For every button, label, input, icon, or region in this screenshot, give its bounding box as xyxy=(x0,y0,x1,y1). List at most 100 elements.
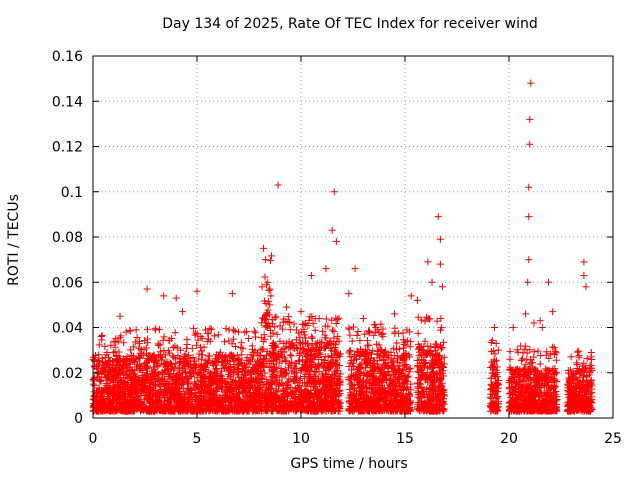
data-point xyxy=(173,372,181,380)
data-point xyxy=(531,370,539,378)
data-point xyxy=(269,329,277,337)
data-point xyxy=(414,387,422,395)
data-point xyxy=(90,392,98,400)
data-point xyxy=(395,330,403,338)
data-point xyxy=(303,351,311,359)
data-point xyxy=(323,398,331,406)
data-point xyxy=(318,399,326,407)
data-point xyxy=(291,359,299,367)
data-point xyxy=(403,407,411,415)
data-point xyxy=(348,357,356,365)
data-point xyxy=(210,361,218,369)
data-point xyxy=(152,374,160,382)
data-point xyxy=(385,400,393,408)
data-point xyxy=(394,359,402,367)
data-point xyxy=(400,373,408,381)
data-point xyxy=(97,377,105,385)
data-point xyxy=(229,326,237,334)
data-point xyxy=(210,369,218,377)
data-point xyxy=(530,353,538,361)
data-point xyxy=(541,398,549,406)
data-point xyxy=(547,350,555,358)
data-point xyxy=(547,392,555,400)
data-point xyxy=(264,322,272,330)
data-point xyxy=(143,335,151,343)
data-point xyxy=(194,336,202,344)
data-point xyxy=(439,398,447,406)
data-point xyxy=(230,406,238,414)
data-point xyxy=(333,316,341,324)
data-point xyxy=(270,395,278,403)
data-point xyxy=(372,380,380,388)
data-point xyxy=(381,353,389,361)
data-point xyxy=(308,363,316,371)
data-point xyxy=(137,362,145,370)
data-point xyxy=(535,388,543,396)
data-point xyxy=(424,378,432,386)
data-point xyxy=(286,318,294,326)
data-point xyxy=(488,369,496,377)
data-point xyxy=(291,363,299,371)
data-point xyxy=(190,324,198,332)
data-point xyxy=(113,352,121,360)
data-point xyxy=(95,351,103,359)
data-point xyxy=(170,386,178,394)
data-point xyxy=(245,384,253,392)
data-point xyxy=(346,385,354,393)
data-point xyxy=(421,407,429,415)
data-point xyxy=(140,346,148,354)
data-point xyxy=(285,313,293,321)
data-point xyxy=(551,405,559,413)
data-point xyxy=(250,405,258,413)
data-point xyxy=(307,394,315,402)
data-point xyxy=(399,353,407,361)
data-point xyxy=(308,341,316,349)
data-point xyxy=(112,386,120,394)
data-point xyxy=(279,397,287,405)
data-point xyxy=(311,326,319,334)
data-point xyxy=(306,357,314,365)
data-point xyxy=(146,352,154,360)
data-point xyxy=(513,346,521,354)
data-point xyxy=(243,354,251,362)
data-point xyxy=(199,395,207,403)
data-point xyxy=(156,383,164,391)
data-point xyxy=(169,344,177,352)
data-point xyxy=(352,394,360,402)
data-point xyxy=(335,391,343,399)
data-point xyxy=(518,383,526,391)
data-point xyxy=(263,323,271,331)
data-point xyxy=(295,339,303,347)
data-point xyxy=(318,388,326,396)
data-point xyxy=(297,391,305,399)
data-point xyxy=(249,352,257,360)
data-point xyxy=(140,377,148,385)
data-point xyxy=(126,327,134,335)
data-point xyxy=(370,331,378,339)
data-point xyxy=(374,360,382,368)
data-point xyxy=(362,394,370,402)
data-point xyxy=(302,319,310,327)
data-point xyxy=(262,398,270,406)
data-point xyxy=(95,341,103,349)
data-point xyxy=(377,364,385,372)
data-point xyxy=(215,402,223,410)
data-point xyxy=(131,388,139,396)
data-point xyxy=(361,330,369,338)
data-point xyxy=(270,360,278,368)
data-point xyxy=(421,359,429,367)
data-point xyxy=(320,378,328,386)
data-point xyxy=(331,372,339,380)
data-point xyxy=(377,393,385,401)
data-point xyxy=(228,380,236,388)
data-point xyxy=(207,325,215,333)
data-point xyxy=(328,403,336,411)
data-point xyxy=(160,388,168,396)
data-point xyxy=(135,344,143,352)
data-point xyxy=(322,334,330,342)
data-point xyxy=(122,359,130,367)
data-point xyxy=(273,355,281,363)
data-point xyxy=(336,399,344,407)
data-point xyxy=(325,365,333,373)
data-point xyxy=(271,365,279,373)
